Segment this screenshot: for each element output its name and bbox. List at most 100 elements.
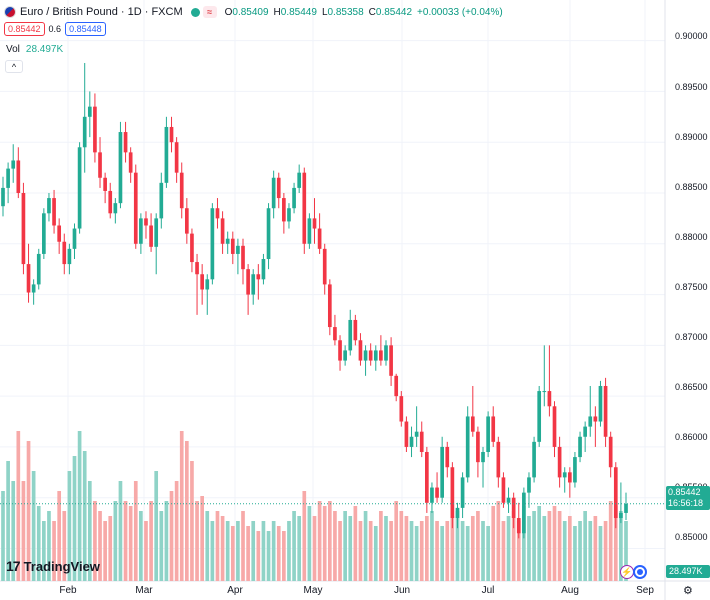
candle-body — [62, 241, 67, 265]
volume-bar — [220, 516, 225, 581]
volume-bar — [445, 521, 450, 581]
candle-body — [26, 264, 31, 293]
alert-icon[interactable] — [633, 565, 647, 579]
candle-body — [52, 198, 56, 226]
gear-icon[interactable]: ⚙ — [683, 585, 693, 597]
candle-body — [583, 426, 587, 437]
candle-body — [36, 253, 41, 285]
candle-body — [522, 492, 526, 534]
candle-body — [384, 345, 388, 361]
candle-body — [373, 350, 378, 361]
volume-bar — [179, 431, 184, 581]
volume-bar — [557, 511, 562, 581]
symbol-header: Euro / British Pound · 1D · FXCM ≈ O0.85… — [4, 4, 503, 20]
candle-body — [236, 245, 240, 254]
ohlc-low-label: L — [321, 6, 328, 18]
candle-body — [603, 385, 608, 437]
candle-body — [67, 248, 72, 265]
time-axis-label: Jun — [393, 585, 411, 596]
price-axis-label: 0.85000 — [675, 532, 708, 542]
volume-bar — [62, 511, 67, 581]
volume-bar — [598, 526, 603, 581]
volume-bar — [184, 441, 189, 581]
tradingview-logo-icon: 17 — [6, 558, 21, 574]
candle-body — [230, 238, 235, 254]
volume-bar — [435, 521, 439, 581]
candle-body — [195, 262, 199, 275]
volume-bar — [246, 526, 250, 581]
volume-bar — [404, 516, 409, 581]
volume-bar — [333, 511, 337, 581]
price-axis-label: 0.86500 — [675, 382, 708, 392]
volume-bar — [82, 451, 87, 581]
volume-bar — [573, 526, 577, 581]
ohlc-close-value: 0.85442 — [375, 6, 413, 18]
volume-bar — [567, 516, 572, 581]
volume-bar — [230, 526, 235, 581]
candle-body — [333, 327, 337, 341]
candle-body — [42, 213, 46, 254]
volume-bar — [215, 511, 220, 581]
volume-bar — [486, 526, 490, 581]
volume-bar — [440, 526, 445, 581]
candle-body — [511, 497, 516, 519]
symbol-title[interactable]: Euro / British Pound · 1D · FXCM — [20, 6, 183, 18]
tradingview-logo[interactable]: 17 TradingView — [6, 558, 100, 574]
volume-bar — [624, 521, 628, 581]
candle-body — [501, 477, 506, 503]
candle-body — [455, 507, 460, 519]
buy-price-button[interactable]: 0.85448 — [65, 22, 106, 36]
lightning-icon[interactable]: ⚡ — [620, 565, 634, 579]
volume-bar — [516, 521, 521, 581]
candle-body — [261, 259, 266, 280]
volume-bar — [578, 521, 582, 581]
candle-body — [87, 106, 92, 117]
candle-body — [435, 487, 439, 498]
candle-body — [159, 182, 164, 219]
volume-bar — [1, 491, 5, 581]
volume-bar — [225, 521, 230, 581]
candle-body — [440, 446, 445, 498]
volume-label[interactable]: Vol — [6, 44, 20, 55]
candle-body — [292, 187, 296, 209]
price-axis-label: 0.87000 — [675, 332, 708, 342]
candle-body — [547, 391, 552, 407]
volume-bar — [144, 521, 148, 581]
sell-price-button[interactable]: 0.85442 — [4, 22, 45, 36]
volume-bar — [77, 431, 82, 581]
volume-bar — [133, 481, 138, 581]
volume-bar — [261, 521, 266, 581]
volume-bar — [455, 511, 460, 581]
candle-body — [98, 152, 102, 178]
candle-body — [368, 350, 373, 361]
candle-body — [215, 208, 220, 219]
volume-bar — [16, 431, 21, 581]
volume-bar — [419, 521, 424, 581]
volume-bar — [128, 506, 133, 581]
candle-body — [6, 168, 10, 188]
ohlc-change: +0.00033 (+0.04%) — [417, 6, 503, 18]
volume-bar — [93, 501, 97, 581]
candle-body — [205, 279, 210, 290]
volume-bar — [210, 521, 215, 581]
candle-body — [425, 452, 429, 503]
collapse-legend-button[interactable]: ^ — [5, 60, 23, 73]
candle-body — [496, 441, 501, 478]
volume-bar — [552, 506, 557, 581]
candle-body — [174, 142, 179, 173]
volume-bar — [118, 481, 123, 581]
volume-bar — [593, 516, 598, 581]
candle-body — [164, 126, 169, 183]
candle-body — [57, 225, 62, 242]
candle-body — [128, 152, 133, 173]
symbol-settings-button[interactable]: ≈ — [202, 6, 217, 18]
ohlc-high-value: 0.85449 — [280, 6, 317, 18]
volume-bar — [353, 506, 358, 581]
volume-bar — [322, 506, 327, 581]
candle-body — [506, 497, 511, 503]
volume-bar — [11, 481, 16, 581]
candle-body — [588, 416, 593, 427]
volume-bar — [251, 521, 256, 581]
